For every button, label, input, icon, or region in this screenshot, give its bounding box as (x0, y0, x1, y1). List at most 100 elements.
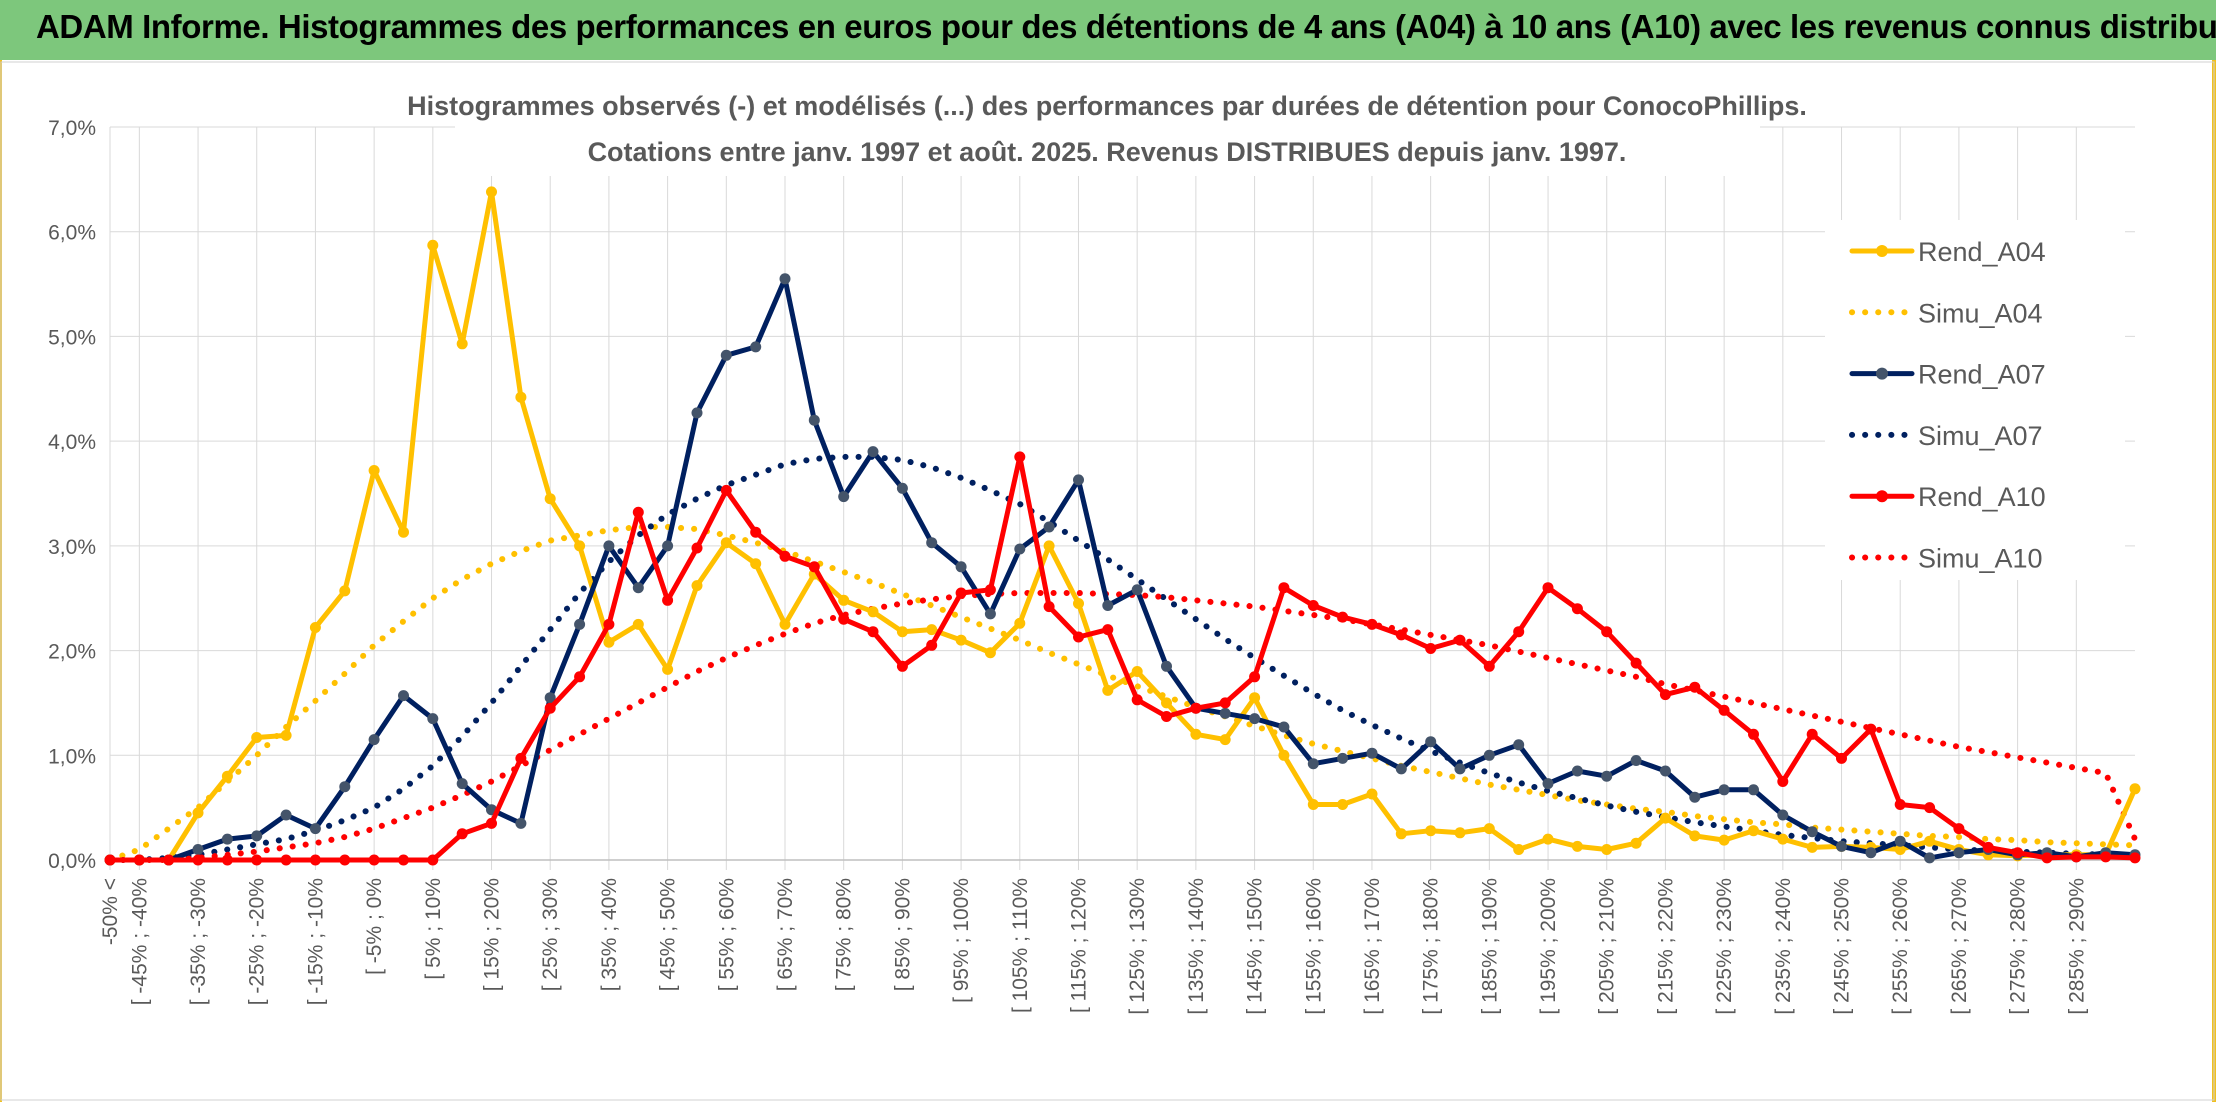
data-point-rend_a10 (104, 854, 116, 866)
data-point-rend_a07 (1542, 778, 1554, 790)
data-point-rend_a07 (192, 844, 204, 855)
data-point-rend_a07 (750, 341, 762, 353)
data-point-rend_a04 (1366, 788, 1378, 800)
data-point-rend_a10 (1982, 841, 1994, 853)
data-point-rend_a10 (720, 484, 732, 496)
data-point-rend_a10 (163, 854, 175, 866)
data-point-rend_a10 (1395, 629, 1407, 641)
data-point-rend_a10 (1953, 823, 1965, 835)
data-point-rend_a10 (1718, 704, 1730, 716)
data-point-rend_a04 (1073, 598, 1084, 609)
data-point-rend_a10 (1278, 582, 1290, 594)
data-point-rend_a04 (427, 239, 439, 251)
data-point-rend_a07 (1718, 784, 1730, 796)
x-tick-label: [ 145% ; 150% (1244, 878, 1267, 1015)
data-point-rend_a10 (1865, 723, 1877, 735)
data-point-rend_a04 (838, 594, 850, 606)
data-point-rend_a04 (1307, 799, 1319, 810)
data-point-rend_a10 (1571, 603, 1583, 615)
data-point-rend_a10 (691, 542, 703, 554)
data-point-rend_a07 (251, 830, 263, 842)
data-point-rend_a04 (486, 186, 497, 198)
data-point-rend_a04 (1924, 835, 1936, 847)
data-point-rend_a10 (662, 594, 674, 606)
data-point-rend_a07 (1953, 847, 1965, 859)
y-tick-label: 7,0% (48, 117, 96, 140)
data-point-rend_a10 (1777, 776, 1789, 787)
data-point-rend_a07 (368, 734, 380, 746)
data-point-rend_a07 (1865, 847, 1877, 859)
data-point-rend_a10 (368, 854, 380, 866)
data-point-rend_a10 (1161, 711, 1172, 722)
data-point-rend_a10 (2129, 852, 2141, 864)
data-point-rend_a04 (251, 732, 263, 743)
legend: Rend_A04 Simu_A04 Rend_A07 Simu_A07 Rend_A10… (1825, 220, 2125, 580)
data-point-rend_a07 (456, 778, 468, 790)
x-tick-label: [ 35% ; 40% (598, 878, 621, 991)
data-point-rend_a07 (1425, 736, 1437, 748)
data-point-rend_a07 (427, 713, 439, 725)
data-point-rend_a10 (544, 702, 556, 714)
data-point-rend_a04 (1425, 825, 1437, 837)
data-point-rend_a04 (574, 540, 586, 552)
data-point-rend_a10 (251, 854, 263, 866)
x-tick-label: [ 155% ; 160% (1302, 878, 1325, 1015)
data-point-rend_a04 (984, 647, 996, 659)
data-point-rend_a10 (1425, 643, 1437, 654)
x-tick-label: [ 135% ; 140% (1185, 878, 1208, 1015)
data-point-rend_a04 (662, 663, 674, 675)
x-tick-label: [ 95% ; 100% (950, 878, 973, 1003)
y-tick-label: 1,0% (48, 745, 96, 768)
data-point-rend_a07 (603, 540, 615, 552)
data-point-rend_a04 (1161, 697, 1172, 709)
data-point-rend_a10 (280, 854, 292, 866)
data-point-rend_a10 (867, 626, 879, 638)
data-point-rend_a04 (779, 618, 791, 630)
x-tick-label: [ 85% ; 90% (891, 878, 914, 991)
data-point-rend_a07 (984, 608, 996, 620)
data-point-rend_a07 (1073, 474, 1084, 486)
data-point-rend_a10 (486, 817, 497, 829)
series-line-simu_a10 (107, 590, 2138, 863)
data-point-rend_a07 (1307, 758, 1319, 770)
data-point-rend_a10 (1659, 689, 1671, 701)
data-point-rend_a04 (750, 558, 762, 570)
data-point-rend_a04 (1659, 812, 1671, 824)
x-tick-label: [ 215% ; 220% (1654, 878, 1677, 1015)
legend-marker (1876, 367, 1888, 380)
data-point-rend_a04 (398, 526, 409, 538)
data-point-rend_a10 (1924, 802, 1936, 814)
x-tick-label: [ -45% ; -40% (128, 878, 151, 1005)
x-tick-label: [ -5% ; 0% (363, 878, 386, 975)
data-point-rend_a07 (1924, 852, 1936, 864)
data-point-rend_a07 (1659, 765, 1671, 777)
x-tick-label: [ 225% ; 230% (1713, 878, 1736, 1015)
data-point-rend_a10 (1689, 681, 1701, 693)
data-point-rend_a07 (1454, 763, 1466, 775)
data-point-rend_a10 (1836, 752, 1847, 764)
data-point-rend_a04 (544, 493, 556, 505)
data-point-rend_a04 (1395, 828, 1407, 840)
data-point-rend_a04 (1102, 684, 1114, 696)
x-tick-label: [ 255% ; 260% (1889, 878, 1912, 1015)
x-tick-label: [ -35% ; -30% (187, 878, 210, 1005)
data-point-rend_a07 (544, 692, 556, 704)
data-point-rend_a07 (309, 823, 321, 835)
data-point-rend_a07 (515, 817, 527, 829)
data-point-rend_a04 (720, 537, 732, 549)
data-point-rend_a07 (1571, 765, 1583, 777)
x-tick-label: [ 285% ; 290% (2065, 878, 2088, 1015)
x-tick-label: [ 25% ; 30% (539, 878, 562, 991)
data-point-rend_a07 (398, 690, 409, 702)
legend-label: Rend_A10 (1918, 482, 2046, 512)
data-point-rend_a04 (1601, 844, 1613, 855)
data-point-rend_a10 (2041, 852, 2053, 864)
legend-label: Rend_A07 (1918, 360, 2046, 390)
legend-background (1825, 220, 2125, 580)
data-point-rend_a07 (1513, 739, 1525, 751)
data-point-rend_a04 (1806, 841, 1818, 853)
x-tick-label: [ -25% ; -20% (246, 878, 269, 1005)
data-point-rend_a07 (1131, 584, 1143, 596)
data-point-rend_a10 (1337, 611, 1349, 623)
data-point-rend_a10 (192, 854, 204, 866)
